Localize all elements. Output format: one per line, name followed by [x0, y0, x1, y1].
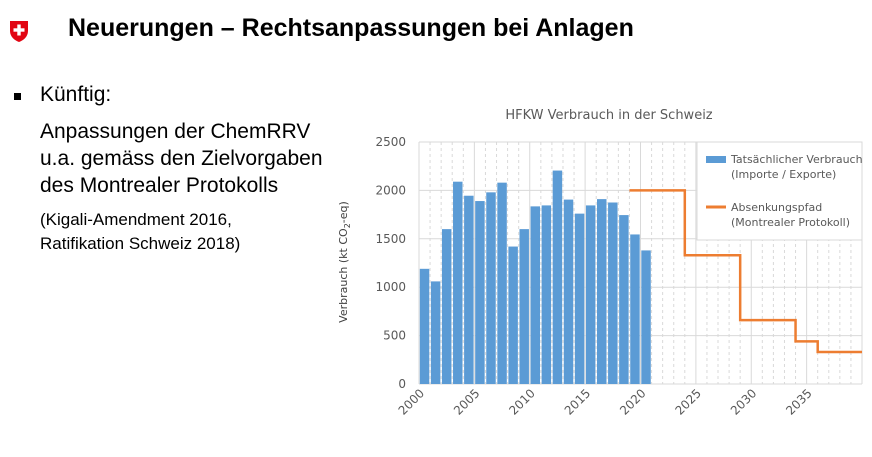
x-tick-label: 2030	[728, 386, 759, 417]
x-tick-label: 2015	[562, 386, 593, 417]
y-tick-label: 2500	[375, 135, 406, 149]
y-tick-label: 1000	[375, 280, 406, 294]
bullet-note: (Kigali-Amendment 2016, Ratifikation Sch…	[40, 208, 370, 256]
bar	[475, 201, 485, 384]
x-tick-label: 2005	[451, 386, 482, 417]
bar	[563, 199, 574, 384]
y-tick-label: 2000	[375, 183, 406, 197]
bar	[641, 250, 651, 384]
x-tick-label: 2025	[672, 386, 703, 417]
bar	[508, 246, 518, 384]
chart-title: HFKW Verbrauch in der Schweiz	[505, 108, 712, 123]
bar	[585, 205, 596, 384]
bar	[430, 281, 441, 384]
bar	[541, 205, 552, 384]
bar	[574, 213, 585, 384]
body-line: Anpassungen der ChemRRV	[40, 120, 311, 143]
bar	[630, 234, 640, 384]
bullet-marker	[14, 93, 21, 100]
legend-bar-swatch	[706, 156, 726, 163]
swiss-cross-shield-icon	[10, 21, 28, 42]
bar	[597, 199, 607, 384]
step-line	[629, 189, 862, 354]
body-line: des Montrealer Protokolls	[40, 174, 279, 197]
x-tick-label: 2010	[506, 386, 537, 417]
y-tick-label: 500	[383, 329, 406, 343]
y-tick-label: 0	[398, 377, 406, 391]
body-line: u.a. gemäss den Zielvorgaben	[40, 147, 323, 170]
slide-title: Neuerungen – Rechtsanpassungen bei Anlag…	[68, 14, 634, 42]
bar	[464, 195, 474, 384]
bar	[497, 182, 507, 384]
legend-label-line-sub: (Montrealer Protokoll)	[731, 216, 850, 229]
bar	[608, 202, 618, 384]
legend: Tatsächlicher Verbrauch (Importe / Expor…	[696, 141, 863, 241]
legend-label-bars-sub: (Importe / Exporte)	[731, 168, 836, 181]
bar	[453, 181, 463, 384]
bar	[530, 206, 541, 384]
x-tick-label: 2020	[617, 386, 648, 417]
bullet-body: Anpassungen der ChemRRV u.a. gemäss den …	[40, 118, 370, 199]
bar	[419, 268, 430, 384]
bullet-heading: Künftig:	[40, 83, 112, 106]
note-line: (Kigali-Amendment 2016,	[40, 210, 232, 229]
bar	[519, 229, 529, 384]
legend-label-bars: Tatsächlicher Verbrauch	[730, 153, 863, 166]
y-axis-label: Verbrauch (kt CO2-eq)	[337, 201, 352, 323]
y-tick-label: 1500	[375, 232, 406, 246]
x-tick-label: 2035	[783, 386, 814, 417]
legend-label-line: Absenkungspfad	[731, 201, 822, 214]
chart-grid	[418, 141, 863, 385]
bar	[441, 229, 452, 384]
bar	[486, 192, 496, 384]
note-line: Ratifikation Schweiz 2018)	[40, 234, 241, 253]
bar-series	[419, 170, 651, 384]
bar	[619, 215, 629, 384]
line-series	[629, 189, 862, 354]
bar	[552, 170, 563, 384]
